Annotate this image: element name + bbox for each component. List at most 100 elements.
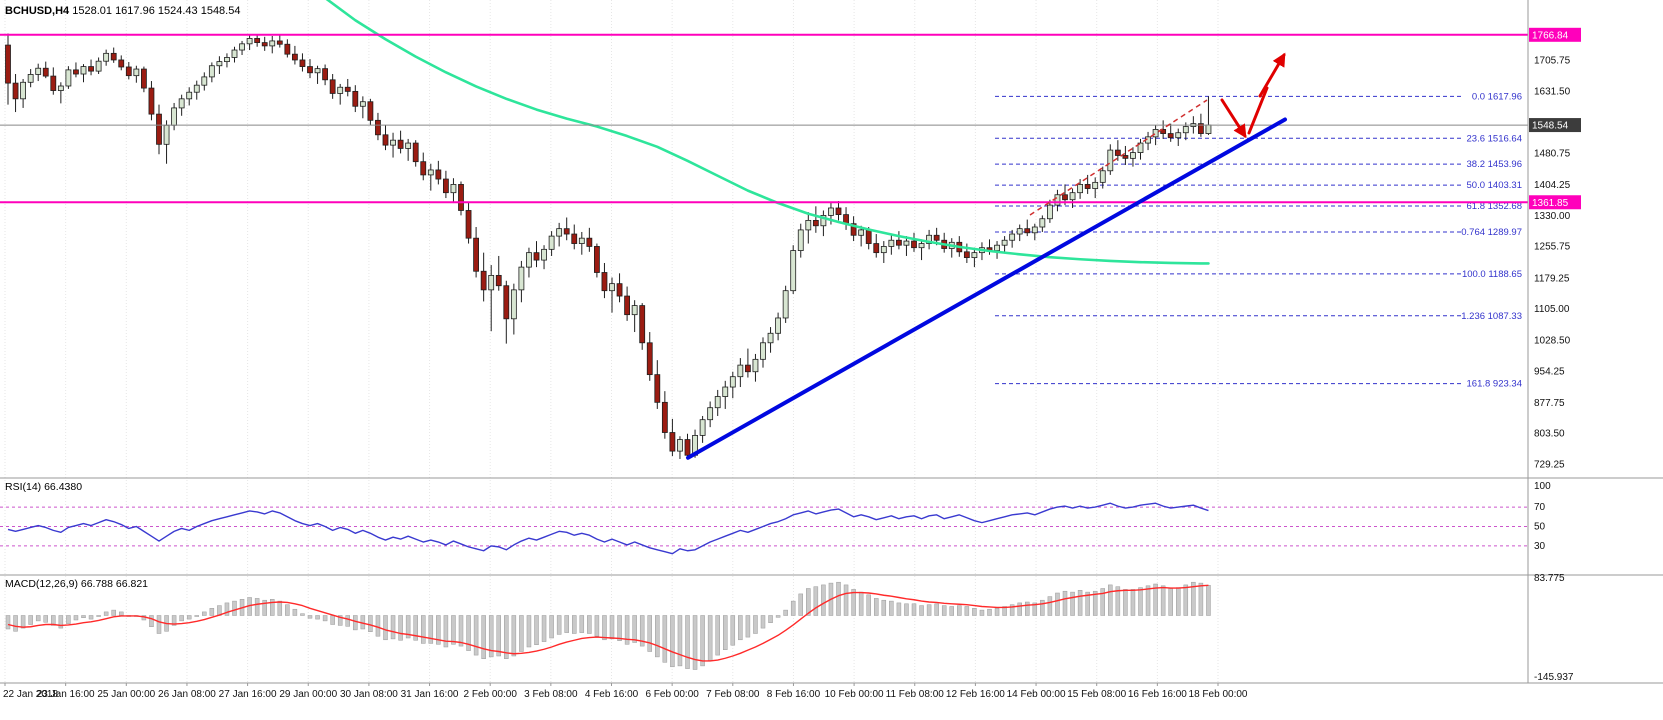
candle-body (450, 184, 457, 194)
candle-body (601, 272, 608, 292)
candle-body (510, 289, 517, 320)
macd-histogram-bar (572, 615, 577, 634)
macd-histogram-bar (987, 608, 992, 616)
macd-histogram-bar (1115, 586, 1121, 616)
price-tick-label: 954.25 (1534, 366, 1565, 377)
fibonacci-retracement[interactable]: 0.0 1617.96 23.6 1516.64 38.2 1453.96 50.0 … (995, 91, 1522, 390)
macd-histogram-bar (594, 615, 600, 637)
time-label: 3 Feb 08:00 (524, 689, 578, 700)
price-badge-label: 1361.85 (1532, 198, 1569, 209)
price-badge-label: 1548.54 (1532, 121, 1569, 132)
macd-signal-line (7, 584, 1209, 662)
macd-histogram-bar (730, 615, 736, 646)
annotation-arrow[interactable] (1247, 86, 1269, 135)
candle-body (684, 439, 691, 456)
candle-body (677, 439, 683, 452)
fib-label: 1.236 1087.33 (1461, 311, 1522, 322)
macd-histogram-bar (1070, 591, 1075, 616)
candle-body (865, 229, 872, 244)
macd-histogram-bar (96, 615, 101, 617)
macd-histogram-bar (1138, 587, 1143, 616)
macd-histogram-bar (715, 615, 720, 656)
candle-body (35, 67, 42, 75)
price-tick-label: 1105.00 (1534, 304, 1570, 315)
macd-histogram-bar (1002, 606, 1007, 616)
macd-histogram-bar (20, 615, 26, 629)
candle-body (563, 228, 570, 235)
candle-body (1092, 181, 1099, 189)
time-label: 10 Feb 00:00 (825, 689, 884, 700)
macd-histogram-bar (511, 615, 517, 657)
annotation-arrow[interactable] (1258, 52, 1286, 98)
ascending-trendline[interactable] (686, 117, 1287, 460)
candle-body (125, 66, 132, 77)
candle-body (812, 219, 819, 227)
macd-histogram-bar (1077, 590, 1083, 616)
candle-body (586, 237, 593, 247)
time-label: 7 Feb 08:00 (706, 689, 760, 700)
candle-body (1077, 184, 1083, 194)
candle-body (201, 76, 208, 86)
macd-histogram-bar (1032, 602, 1038, 616)
annotation-arrow[interactable] (1220, 98, 1247, 139)
candle-body (699, 419, 706, 436)
projection-dashed-line[interactable] (1029, 99, 1208, 216)
candle-body (1084, 184, 1091, 189)
macd-histogram-bar (345, 615, 350, 627)
macd-histogram-bar (443, 615, 449, 648)
macd-histogram-bar (881, 599, 887, 616)
candle-body (208, 65, 215, 78)
macd-histogram-bar (383, 615, 388, 641)
macd-histogram-bar (315, 615, 320, 620)
candle-body (156, 113, 162, 145)
macd-histogram-bar (330, 615, 335, 625)
macd-histogram-bar (1168, 588, 1173, 616)
candle-body (231, 49, 238, 58)
macd-histogram-bar (647, 615, 652, 652)
time-label: 16 Feb 16:00 (1128, 689, 1187, 700)
time-label: 31 Jan 16:00 (401, 689, 459, 700)
price-badge-label: 1766.84 (1532, 30, 1569, 41)
rsi-axis-label: 30 (1534, 541, 1546, 552)
candle-body (442, 178, 449, 194)
macd-histogram-bar (579, 615, 585, 633)
macd-histogram-bar (5, 615, 11, 630)
macd-histogram-bar (655, 615, 660, 658)
candle-body (65, 69, 72, 87)
macd-histogram-bar (941, 605, 947, 616)
macd-histogram-bar (632, 615, 637, 643)
macd-histogram-bar (496, 615, 501, 657)
candle-body (1016, 228, 1023, 235)
candle-body (752, 358, 759, 373)
candle-body (541, 248, 547, 261)
candle-body (359, 101, 366, 107)
fib-label: 61.8 1352.68 (1467, 201, 1522, 212)
candle-body (307, 66, 313, 74)
candle-body (1137, 142, 1144, 153)
macd-histogram-bar (413, 615, 418, 641)
macd-histogram-bar (119, 611, 124, 616)
candle-body (224, 57, 230, 63)
macd-histogram-bar (1145, 585, 1151, 616)
candle-body (133, 68, 140, 77)
macd-histogram-bar (617, 615, 622, 641)
rsi-axis-label: 70 (1534, 502, 1546, 513)
macd-histogram-bar (919, 605, 924, 616)
candle-body (103, 52, 110, 62)
macd-histogram-bar (73, 615, 79, 621)
candle-body (503, 285, 510, 320)
price-tick-label: 1631.50 (1534, 86, 1571, 97)
macd-histogram-bar (843, 584, 849, 616)
candle-body (1054, 194, 1061, 206)
candle-body (352, 90, 359, 107)
candle-body (654, 374, 661, 403)
macd-histogram-bar (957, 605, 962, 616)
candle-body (20, 81, 27, 100)
macd-histogram-bar (436, 615, 441, 645)
candle-body (533, 252, 540, 261)
macd-histogram-bar (806, 588, 811, 616)
price-axis[interactable]: 1705.75 1631.50 1480.75 1404.25 1330.00 1255.… (1529, 27, 1581, 471)
candle-body (329, 79, 336, 94)
